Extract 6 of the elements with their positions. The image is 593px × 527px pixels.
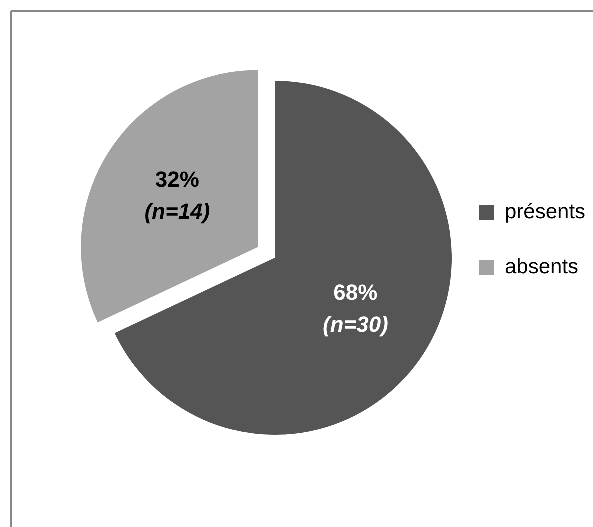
text: (n=14) bbox=[144, 199, 210, 224]
legend-label: présents bbox=[505, 200, 586, 224]
data-label: 68% bbox=[334, 280, 378, 306]
text: (n=30) bbox=[322, 312, 388, 338]
data-label: 32% bbox=[155, 167, 200, 192]
legend-label: absents bbox=[505, 256, 579, 278]
